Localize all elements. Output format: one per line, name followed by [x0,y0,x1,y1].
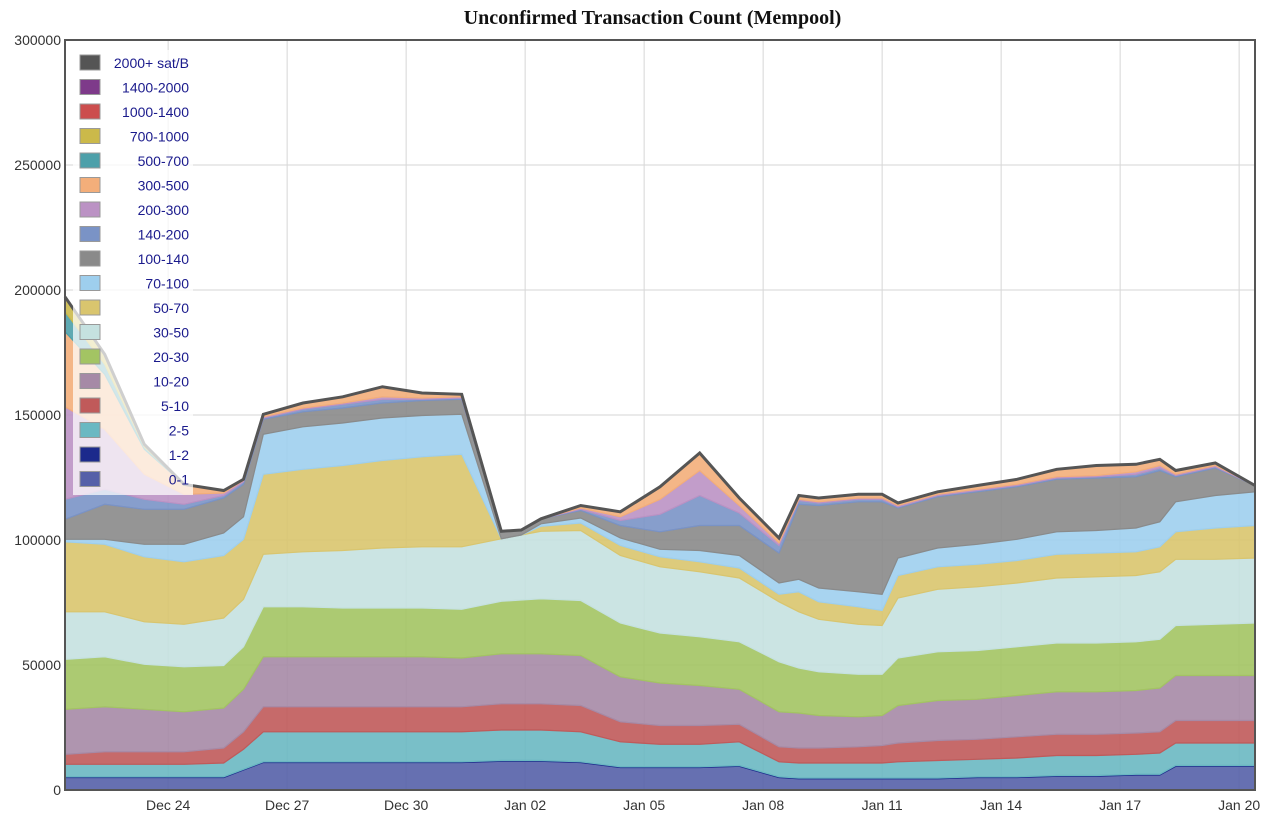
x-tick-label: Jan 17 [1099,797,1141,813]
x-tick-label: Jan 14 [980,797,1022,813]
legend-swatch [79,128,101,144]
x-tick-label: Dec 24 [146,797,191,813]
legend-swatch [79,177,101,193]
y-tick-label: 200000 [14,282,61,298]
x-tick-label: Dec 30 [384,797,429,813]
legend-swatch [79,79,101,95]
legend-swatch [79,103,101,120]
legend-swatch [79,226,101,242]
legend-swatch [79,422,101,438]
y-tick-label: 300000 [14,32,61,48]
x-tick-label: Jan 08 [742,797,784,813]
legend-swatch [79,152,101,169]
legend-label: 5-10 [161,398,189,414]
legend-label: 140-200 [138,227,190,243]
legend-swatch [79,373,101,389]
x-tick-label: Dec 27 [265,797,310,813]
legend-label: 1000-1400 [122,104,189,120]
y-tick-label: 250000 [14,157,61,173]
legend-label: 10-20 [153,374,189,390]
legend-swatch [79,275,101,291]
legend-swatch [79,471,101,487]
x-tick-label: Jan 20 [1218,797,1260,813]
legend: 2000+ sat/B 1400-2000 1000-1400 700-1000 500… [73,50,193,495]
y-tick-label: 50000 [22,657,61,673]
legend-swatch [79,324,101,340]
legend-swatch [79,397,101,414]
legend-label: 300-500 [138,178,190,194]
x-tick-label: Jan 05 [623,797,665,813]
legend-label: 50-70 [153,300,189,316]
y-tick-label: 150000 [14,407,61,423]
legend-label: 20-30 [153,349,189,365]
legend-label: 2000+ sat/B [114,55,189,71]
legend-label: 2-5 [169,423,189,439]
legend-label: 1400-2000 [122,80,189,96]
x-tick-label: Jan 11 [862,797,903,813]
legend-label: 100-140 [138,251,190,267]
legend-label: 30-50 [153,325,189,341]
legend-label: 0-1 [169,472,189,488]
x-tick-label: Jan 02 [504,797,546,813]
legend-label: 500-700 [138,153,190,169]
legend-swatch [79,446,101,463]
legend-label: 200-300 [138,202,190,218]
legend-swatch [79,348,101,365]
legend-label: 700-1000 [130,129,189,145]
legend-swatch [79,54,101,71]
total-line [63,295,1256,541]
y-tick-label: 100000 [14,532,61,548]
legend-swatch [79,299,101,316]
plot-frame [64,39,1256,791]
legend-box [73,50,193,495]
legend-label: 70-100 [145,276,189,292]
y-tick-label: 0 [53,782,61,798]
chart-title: Unconfirmed Transaction Count (Mempool) [463,7,842,29]
legend-swatch [79,201,101,218]
legend-label: 1-2 [169,447,189,463]
legend-swatch [79,250,101,267]
